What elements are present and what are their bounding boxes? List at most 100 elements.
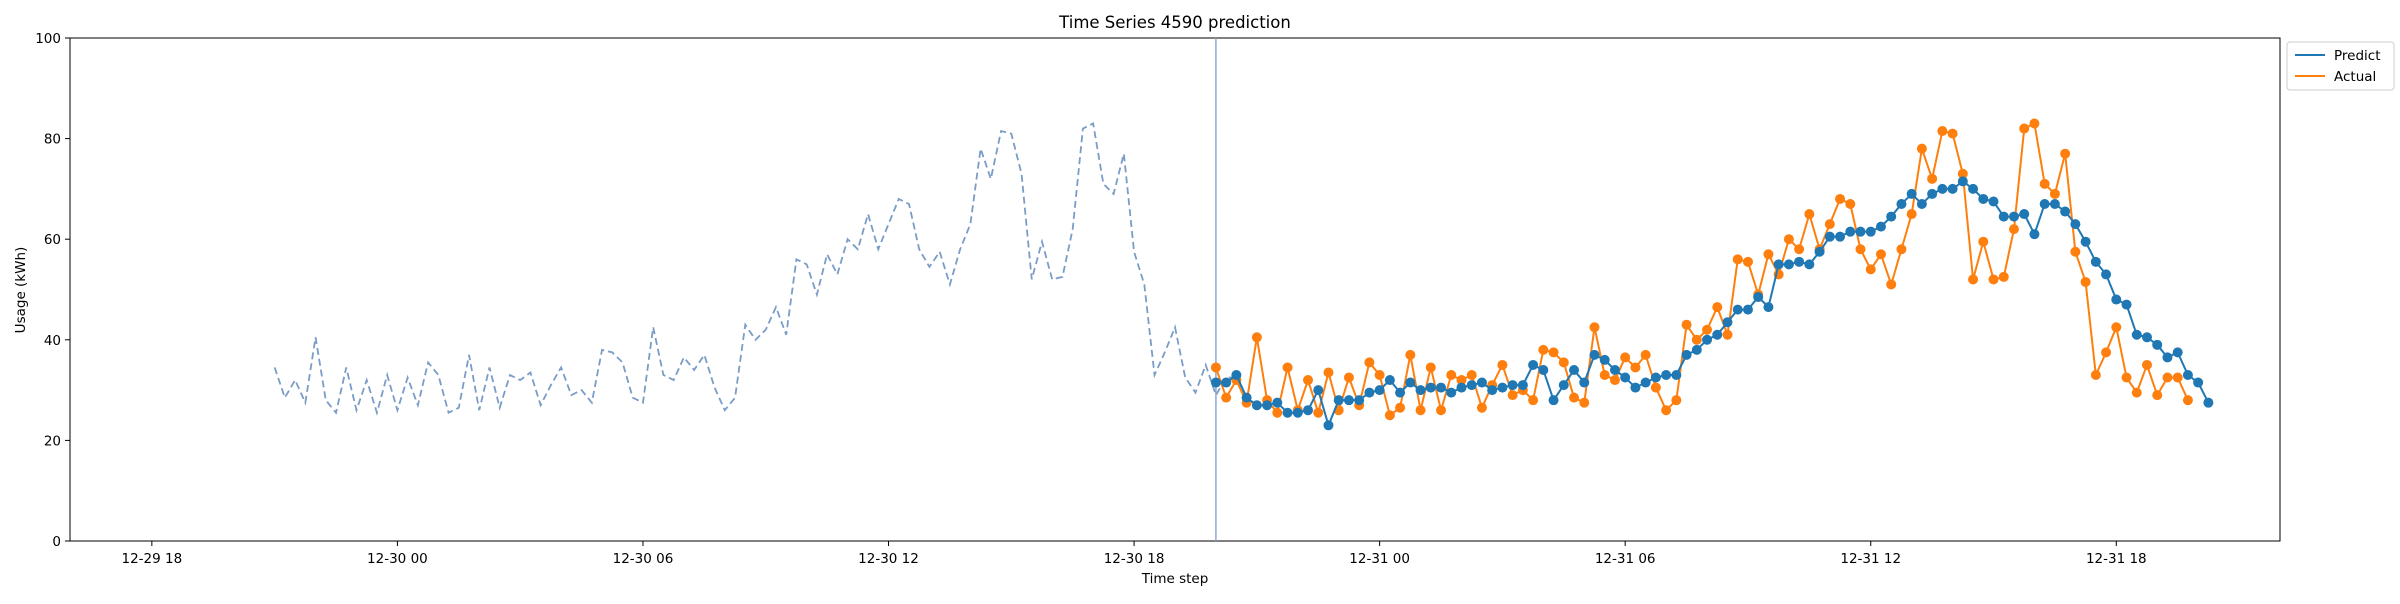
predict-point bbox=[1916, 198, 1927, 209]
actual-point bbox=[1579, 397, 1590, 408]
predict-point bbox=[1609, 364, 1620, 375]
actual-point bbox=[1405, 349, 1416, 360]
actual-point bbox=[2182, 395, 2193, 406]
actual-point bbox=[1436, 405, 1447, 416]
actual-point bbox=[2131, 387, 2142, 398]
actual-point bbox=[1395, 402, 1406, 413]
actual-point bbox=[1466, 370, 1477, 381]
predict-point bbox=[2029, 229, 2040, 240]
actual-point bbox=[1804, 209, 1815, 220]
predict-point bbox=[2162, 352, 2173, 363]
predict-point bbox=[1221, 377, 1232, 388]
predict-point bbox=[1650, 372, 1661, 383]
actual-point bbox=[1661, 405, 1672, 416]
actual-point bbox=[1282, 362, 1293, 373]
predict-point bbox=[1937, 183, 1948, 194]
predict-point bbox=[1845, 226, 1856, 237]
actual-point bbox=[1589, 322, 1600, 333]
predict-point bbox=[2101, 269, 2112, 280]
predict-point bbox=[1466, 380, 1477, 391]
predict-point bbox=[1968, 183, 1979, 194]
actual-point bbox=[1824, 219, 1835, 230]
predict-point bbox=[1835, 231, 1846, 242]
predict-point bbox=[1548, 395, 1559, 406]
predict-point bbox=[1210, 377, 1221, 388]
predict-point bbox=[1436, 382, 1447, 393]
predict-point bbox=[1456, 382, 1467, 393]
actual-point bbox=[2172, 372, 2183, 383]
actual-point bbox=[1630, 362, 1641, 373]
actual-point bbox=[1927, 173, 1938, 184]
actual-point bbox=[1558, 357, 1569, 368]
actual-point bbox=[1896, 244, 1907, 255]
predict-point bbox=[1661, 370, 1672, 381]
predict-point bbox=[1773, 259, 1784, 270]
predict-point bbox=[1855, 226, 1866, 237]
x-tick-label: 12-30 06 bbox=[613, 551, 674, 567]
predict-point bbox=[1681, 349, 1692, 360]
predict-point bbox=[2070, 219, 2081, 230]
predict-point bbox=[1507, 380, 1518, 391]
actual-point bbox=[1978, 236, 1989, 247]
x-tick-label: 12-30 00 bbox=[367, 551, 428, 567]
actual-point bbox=[1507, 390, 1518, 401]
predict-point bbox=[1579, 377, 1590, 388]
predict-point bbox=[2141, 332, 2152, 343]
actual-point bbox=[1343, 372, 1354, 383]
y-tick-label: 40 bbox=[44, 333, 61, 349]
predict-point bbox=[1333, 395, 1344, 406]
x-tick-label: 12-31 12 bbox=[1840, 551, 1901, 567]
predict-point bbox=[1446, 387, 1457, 398]
predict-point bbox=[1405, 377, 1416, 388]
predict-point bbox=[1538, 364, 1549, 375]
predict-point bbox=[1712, 329, 1723, 340]
predict-point bbox=[2080, 236, 2091, 247]
predict-point bbox=[1272, 397, 1283, 408]
actual-point bbox=[1415, 405, 1426, 416]
x-tick-label: 12-31 06 bbox=[1595, 551, 1656, 567]
predict-point bbox=[1558, 380, 1569, 391]
actual-point bbox=[2090, 370, 2101, 381]
y-tick-label: 80 bbox=[44, 132, 61, 148]
actual-point bbox=[1712, 302, 1723, 313]
actual-point bbox=[1599, 370, 1610, 381]
predict-line bbox=[1215, 180, 2210, 429]
predict-point bbox=[1303, 405, 1314, 416]
predict-point bbox=[2152, 339, 2163, 350]
predict-point bbox=[1323, 420, 1334, 431]
legend-label-actual: Actual bbox=[2334, 69, 2376, 85]
actual-point bbox=[1906, 209, 1917, 220]
actual-point bbox=[2019, 123, 2030, 134]
x-tick-label: 12-31 18 bbox=[2086, 551, 2147, 567]
actual-point bbox=[1569, 392, 1580, 403]
actual-point bbox=[1886, 279, 1897, 290]
predict-point bbox=[2203, 397, 2214, 408]
predict-point bbox=[1906, 188, 1917, 199]
predict-point bbox=[2172, 347, 2183, 358]
actual-point bbox=[1742, 256, 1753, 267]
actual-point bbox=[2101, 347, 2112, 358]
predict-point bbox=[1497, 382, 1508, 393]
actual-point bbox=[1855, 244, 1866, 255]
actual-point bbox=[1456, 375, 1467, 386]
plot-area: 12-29 18 12-30 00 12-30 06 12-30 12 12-30 18… bbox=[35, 31, 2281, 567]
predict-point bbox=[1896, 198, 1907, 209]
predict-point bbox=[1702, 334, 1713, 345]
x-tick-label: 12-30 18 bbox=[1104, 551, 1165, 567]
predict-point bbox=[1384, 375, 1395, 386]
predict-point bbox=[1640, 377, 1651, 388]
actual-point bbox=[2141, 359, 2152, 370]
actual-point bbox=[2162, 372, 2173, 383]
actual-point bbox=[2121, 372, 2132, 383]
predict-point bbox=[2193, 377, 2204, 388]
actual-point bbox=[1794, 244, 1805, 255]
predict-point bbox=[1354, 395, 1365, 406]
predict-point bbox=[1364, 387, 1375, 398]
predict-point bbox=[1998, 211, 2009, 222]
predict-point bbox=[1927, 188, 1938, 199]
actual-point bbox=[1548, 347, 1559, 358]
predict-point bbox=[1824, 231, 1835, 242]
predict-point bbox=[2019, 209, 2030, 220]
y-tick-label: 100 bbox=[35, 31, 61, 47]
